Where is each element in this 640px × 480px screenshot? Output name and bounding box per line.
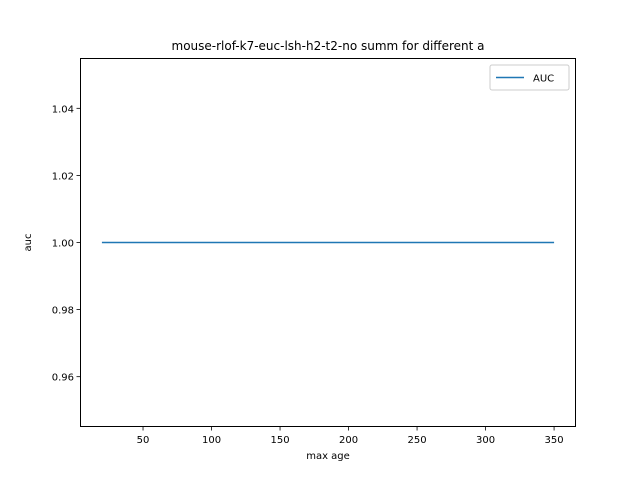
y-tick-label: 1.00 [52,239,74,250]
x-axis-label: max age [306,451,350,462]
legend-label-auc: AUC [533,74,554,85]
chart-title: mouse-rlof-k7-euc-lsh-h2-t2-no summ for … [172,39,485,53]
y-tick-label: 0.96 [52,373,74,384]
x-tick-label: 300 [476,435,495,446]
y-axis-ticks: 0.96 0.98 1.00 1.02 1.04 [52,104,80,384]
y-tick-label: 0.98 [52,306,74,317]
legend: AUC [489,64,570,91]
y-tick-label: 1.02 [52,171,74,182]
x-tick-label: 250 [408,435,427,446]
y-tick-label: 1.04 [52,104,74,115]
x-tick-label: 100 [202,435,221,446]
plot-frame [80,58,576,427]
x-tick-label: 50 [137,435,150,446]
x-tick-label: 200 [339,435,358,446]
x-axis-ticks: 50 100 150 200 250 300 350 [137,427,564,446]
x-tick-label: 350 [545,435,564,446]
y-axis-label: auc [23,234,34,252]
legend-box [489,64,570,91]
x-tick-label: 150 [270,435,289,446]
